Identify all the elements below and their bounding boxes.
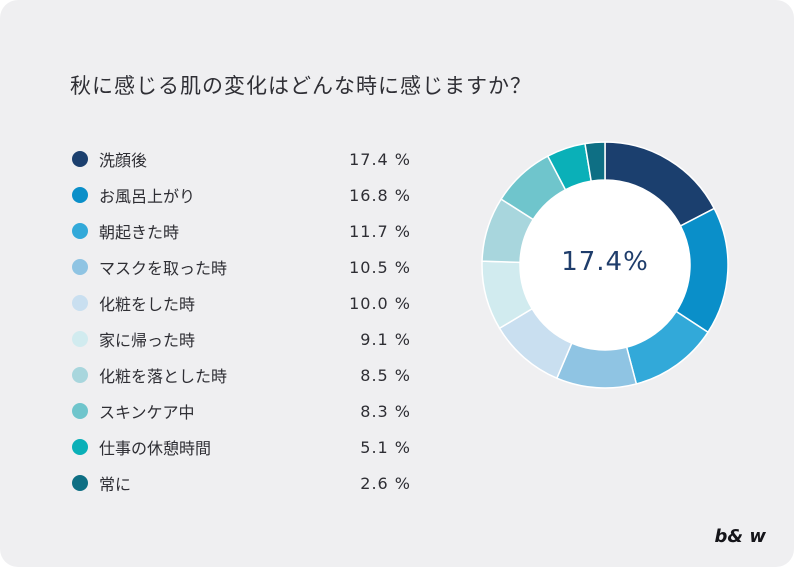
legend-value: 9.1 %: [360, 329, 411, 349]
legend-swatch: [72, 259, 88, 275]
legend-item: 家に帰った時 9.1 %: [72, 321, 417, 357]
legend-item: 化粧を落とした時 8.5 %: [72, 357, 417, 393]
legend-item: マスクを取った時 10.5 %: [72, 249, 417, 285]
legend-value: 10.5 %: [349, 257, 411, 277]
legend-value: 11.7 %: [349, 221, 411, 241]
legend-label: 化粧をした時: [99, 295, 196, 314]
legend-value: 8.5 %: [360, 365, 411, 385]
legend-item: 常に 2.6 %: [72, 465, 417, 501]
legend-swatch: [72, 295, 88, 311]
legend-value: 5.1 %: [360, 437, 411, 457]
legend-label: お風呂上がり: [99, 187, 196, 206]
legend-item: 朝起きた時 11.7 %: [72, 213, 417, 249]
legend-label: 洗顔後: [99, 151, 148, 170]
legend-label: 仕事の休憩時間: [99, 439, 212, 458]
legend-swatch: [72, 367, 88, 383]
legend-swatch: [72, 223, 88, 239]
legend-swatch: [72, 331, 88, 347]
legend-item: お風呂上がり 16.8 %: [72, 177, 417, 213]
legend-swatch: [72, 475, 88, 491]
legend: 洗顔後 17.4 % お風呂上がり 16.8 % 朝起きた時 11.7 % マスクを取った時…: [72, 141, 417, 501]
legend-label: 朝起きた時: [99, 223, 180, 242]
legend-item: 化粧をした時 10.0 %: [72, 285, 417, 321]
donut-chart: [481, 141, 729, 389]
legend-value: 10.0 %: [349, 293, 411, 313]
brand-logo: b& w: [714, 526, 766, 547]
legend-value: 16.8 %: [349, 185, 411, 205]
legend-item: 洗顔後 17.4 %: [72, 141, 417, 177]
legend-item: 仕事の休憩時間 5.1 %: [72, 429, 417, 465]
legend-label: 化粧を落とした時: [99, 367, 228, 386]
chart-title: 秋に感じる肌の変化はどんな時に感じますか？: [70, 74, 532, 98]
donut-center-value: 17.4%: [561, 247, 649, 277]
legend-value: 8.3 %: [360, 401, 411, 421]
donut-hole: [520, 180, 690, 350]
legend-label: 家に帰った時: [99, 331, 196, 350]
legend-label: スキンケア中: [99, 403, 195, 422]
legend-label: マスクを取った時: [99, 259, 228, 278]
legend-label: 常に: [99, 475, 132, 494]
legend-value: 2.6 %: [360, 473, 411, 493]
legend-swatch: [72, 151, 88, 167]
legend-item: スキンケア中 8.3 %: [72, 393, 417, 429]
legend-swatch: [72, 187, 88, 203]
legend-value: 17.4 %: [349, 149, 411, 169]
legend-swatch: [72, 439, 88, 455]
legend-swatch: [72, 403, 88, 419]
